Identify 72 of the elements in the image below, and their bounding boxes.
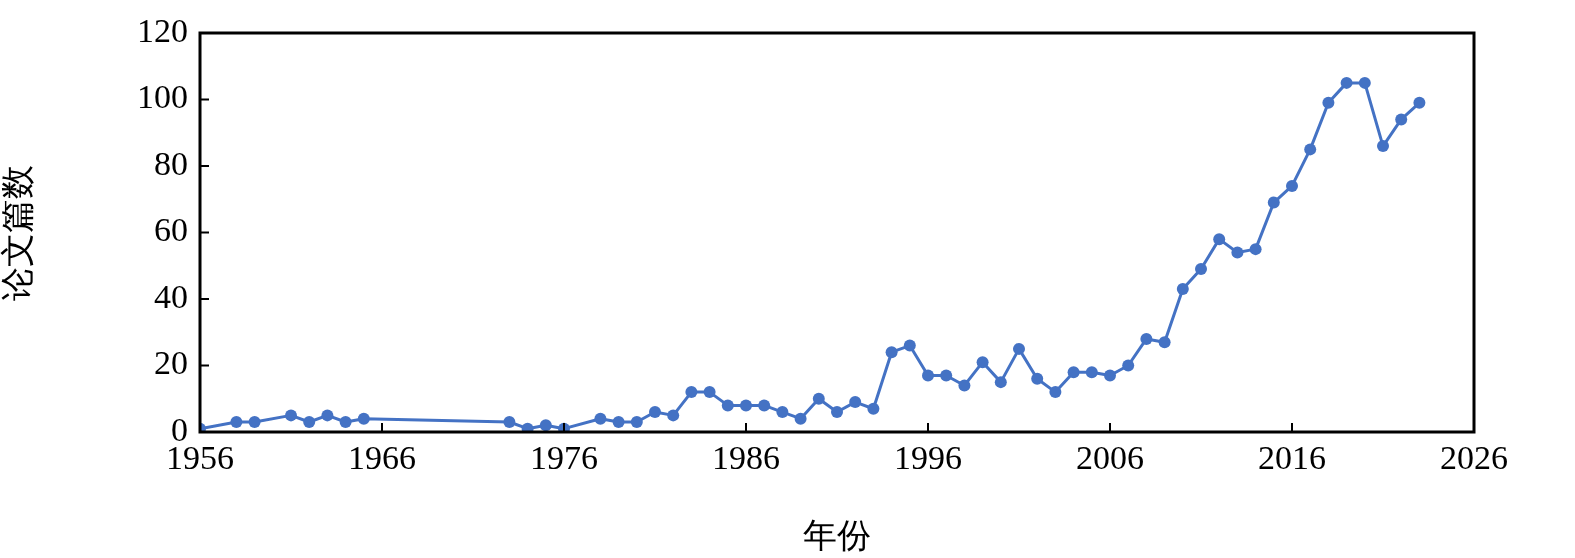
point bbox=[1140, 332, 1153, 345]
point bbox=[1067, 366, 1080, 379]
y-tick-label: 100 bbox=[137, 78, 188, 116]
y-axis-title: 论文篇数 bbox=[0, 164, 37, 301]
point bbox=[1413, 96, 1426, 109]
point bbox=[230, 416, 243, 429]
point bbox=[339, 416, 352, 429]
point bbox=[1013, 342, 1025, 355]
point bbox=[903, 339, 916, 352]
point bbox=[1158, 336, 1171, 349]
point bbox=[1104, 369, 1116, 382]
point bbox=[321, 409, 334, 422]
point bbox=[521, 422, 534, 432]
point bbox=[630, 416, 643, 429]
point bbox=[1031, 372, 1044, 385]
point bbox=[1286, 179, 1298, 192]
point bbox=[1377, 140, 1389, 153]
point bbox=[940, 369, 953, 382]
point bbox=[594, 412, 607, 425]
y-tick-label: 120 bbox=[137, 11, 188, 49]
x-tick-label: 1986 bbox=[712, 439, 780, 477]
point bbox=[285, 409, 297, 422]
point bbox=[1267, 196, 1280, 209]
point bbox=[994, 376, 1007, 389]
point bbox=[1304, 143, 1317, 156]
point bbox=[649, 406, 661, 419]
point bbox=[503, 416, 516, 429]
point bbox=[976, 356, 989, 369]
point bbox=[758, 399, 771, 412]
point bbox=[1395, 113, 1408, 126]
point bbox=[1358, 76, 1371, 89]
point bbox=[612, 416, 625, 429]
y-tick-label: 20 bbox=[154, 344, 188, 382]
point bbox=[1249, 243, 1262, 256]
point bbox=[812, 392, 825, 405]
x-tick-label: 2016 bbox=[1258, 439, 1326, 477]
point bbox=[794, 412, 807, 425]
y-tick-label: 0 bbox=[171, 410, 188, 448]
y-tick-label: 60 bbox=[154, 211, 188, 249]
x-tick-label: 1996 bbox=[894, 439, 962, 477]
point bbox=[1213, 233, 1226, 246]
point bbox=[248, 416, 261, 429]
point bbox=[539, 419, 552, 432]
point bbox=[667, 409, 680, 422]
point bbox=[922, 369, 934, 382]
point bbox=[303, 416, 316, 429]
point bbox=[849, 396, 862, 409]
x-tick-label: 2006 bbox=[1076, 439, 1144, 477]
x-tick-label: 1966 bbox=[348, 439, 416, 477]
x-tick-label: 2026 bbox=[1440, 439, 1508, 477]
point bbox=[831, 406, 843, 419]
x-tick-label: 1976 bbox=[530, 439, 598, 477]
point bbox=[1195, 263, 1207, 276]
point bbox=[685, 386, 698, 399]
point bbox=[1231, 246, 1244, 259]
point bbox=[776, 406, 789, 419]
y-tick-label: 40 bbox=[154, 277, 188, 315]
point bbox=[885, 346, 898, 359]
x-axis-title: 年份 bbox=[803, 516, 871, 554]
y-tick-label: 80 bbox=[154, 144, 188, 182]
point bbox=[703, 386, 716, 399]
point bbox=[1340, 76, 1353, 89]
point bbox=[1122, 359, 1135, 372]
point bbox=[740, 399, 752, 412]
point bbox=[1322, 96, 1335, 109]
point bbox=[958, 379, 971, 392]
point bbox=[1085, 366, 1098, 379]
point bbox=[1049, 386, 1062, 399]
point bbox=[721, 399, 734, 412]
point bbox=[357, 412, 370, 425]
point bbox=[867, 402, 880, 415]
point bbox=[1176, 283, 1189, 296]
